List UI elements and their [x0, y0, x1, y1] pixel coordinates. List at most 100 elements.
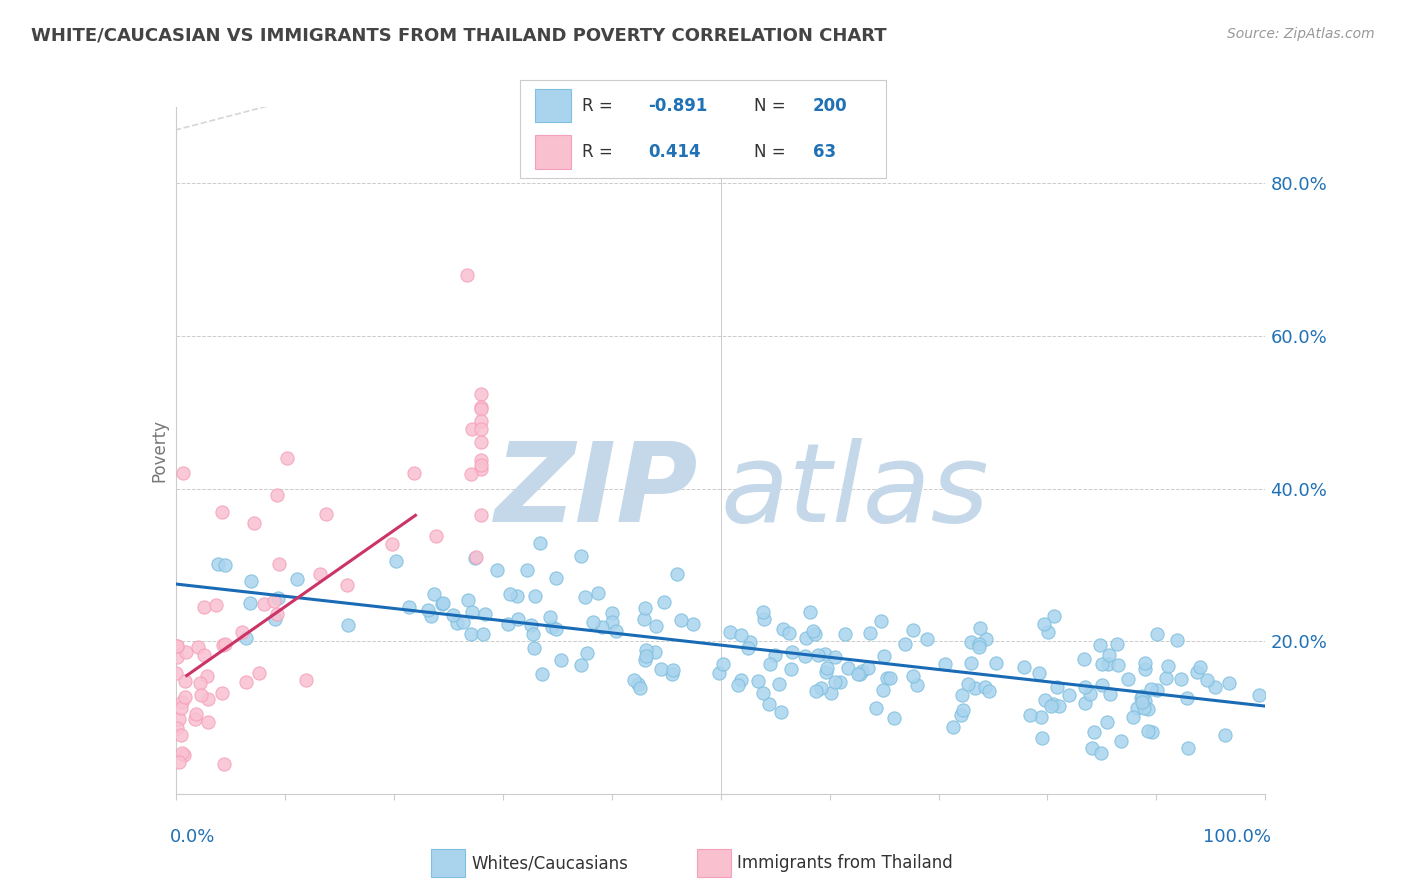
Point — [571, 549, 593, 563]
Point — [1090, 746, 1112, 760]
Point — [1130, 690, 1153, 704]
Point — [661, 666, 683, 681]
Point — [531, 667, 554, 681]
Point — [942, 720, 965, 734]
Point — [498, 587, 520, 601]
Point — [1249, 688, 1271, 702]
Point — [1078, 687, 1101, 701]
Point — [460, 627, 482, 641]
Point — [184, 712, 207, 726]
Point — [1049, 698, 1071, 713]
Point — [763, 648, 786, 663]
Text: WHITE/CAUCASIAN VS IMMIGRANTS FROM THAILAND POVERTY CORRELATION CHART: WHITE/CAUCASIAN VS IMMIGRANTS FROM THAIL… — [31, 27, 887, 45]
Point — [425, 529, 447, 543]
Point — [1135, 662, 1157, 676]
Point — [1073, 652, 1095, 666]
Text: ZIP: ZIP — [495, 438, 699, 545]
Point — [769, 706, 792, 720]
Point — [967, 640, 990, 654]
Point — [807, 648, 830, 662]
Point — [1033, 617, 1056, 632]
Point — [969, 621, 991, 635]
Point — [212, 756, 235, 771]
Point — [1116, 672, 1139, 686]
Point — [1031, 731, 1053, 745]
Point — [546, 622, 568, 636]
Point — [470, 453, 492, 467]
Point — [856, 660, 879, 674]
Point — [1170, 673, 1192, 687]
Point — [779, 662, 801, 676]
Point — [718, 624, 741, 639]
Point — [901, 669, 924, 683]
Point — [644, 619, 666, 633]
Point — [416, 603, 439, 617]
Point — [709, 665, 731, 680]
Point — [1029, 710, 1052, 724]
Point — [540, 620, 562, 634]
Point — [240, 574, 263, 589]
Point — [470, 434, 492, 449]
Point — [172, 467, 194, 481]
Point — [214, 558, 236, 572]
Point — [264, 612, 287, 626]
Text: 0.414: 0.414 — [648, 143, 700, 161]
Text: 200: 200 — [813, 97, 848, 115]
Point — [197, 714, 219, 729]
Point — [634, 600, 657, 615]
Point — [1097, 657, 1119, 672]
Point — [404, 466, 426, 480]
Point — [460, 467, 482, 481]
FancyBboxPatch shape — [534, 89, 571, 122]
Point — [474, 607, 496, 622]
Point — [1019, 708, 1042, 723]
Point — [759, 657, 782, 672]
Point — [1122, 710, 1144, 724]
Point — [420, 608, 443, 623]
Point — [1043, 609, 1066, 624]
Point — [470, 401, 492, 416]
Point — [211, 638, 233, 652]
Point — [636, 642, 658, 657]
Point — [197, 691, 219, 706]
Point — [768, 677, 790, 691]
FancyBboxPatch shape — [534, 136, 571, 169]
Point — [627, 677, 650, 691]
Point — [960, 656, 983, 670]
Point — [267, 591, 290, 606]
Point — [470, 462, 492, 476]
FancyBboxPatch shape — [430, 849, 465, 877]
Point — [1091, 678, 1114, 692]
Point — [295, 673, 318, 688]
Point — [628, 681, 651, 695]
Point — [195, 668, 218, 682]
Point — [984, 656, 1007, 670]
Point — [529, 536, 551, 550]
Point — [824, 650, 846, 665]
Point — [266, 607, 288, 621]
Y-axis label: Poverty: Poverty — [150, 419, 169, 482]
Point — [184, 706, 207, 721]
Point — [1012, 660, 1035, 674]
Text: N =: N = — [754, 97, 786, 115]
Point — [193, 648, 215, 662]
Point — [1146, 682, 1168, 697]
Point — [538, 610, 561, 624]
Point — [950, 707, 973, 722]
Text: Immigrants from Thailand: Immigrants from Thailand — [737, 854, 953, 872]
Point — [1057, 688, 1080, 702]
Point — [1107, 658, 1129, 673]
Point — [211, 685, 233, 699]
Point — [804, 627, 827, 641]
Point — [883, 711, 905, 725]
Point — [464, 551, 486, 566]
Point — [456, 268, 478, 282]
Point — [451, 615, 474, 629]
Point — [730, 673, 752, 688]
Point — [834, 626, 856, 640]
Text: N =: N = — [754, 143, 786, 161]
Point — [752, 612, 775, 626]
Point — [582, 615, 605, 629]
Point — [167, 712, 190, 726]
Point — [472, 626, 495, 640]
